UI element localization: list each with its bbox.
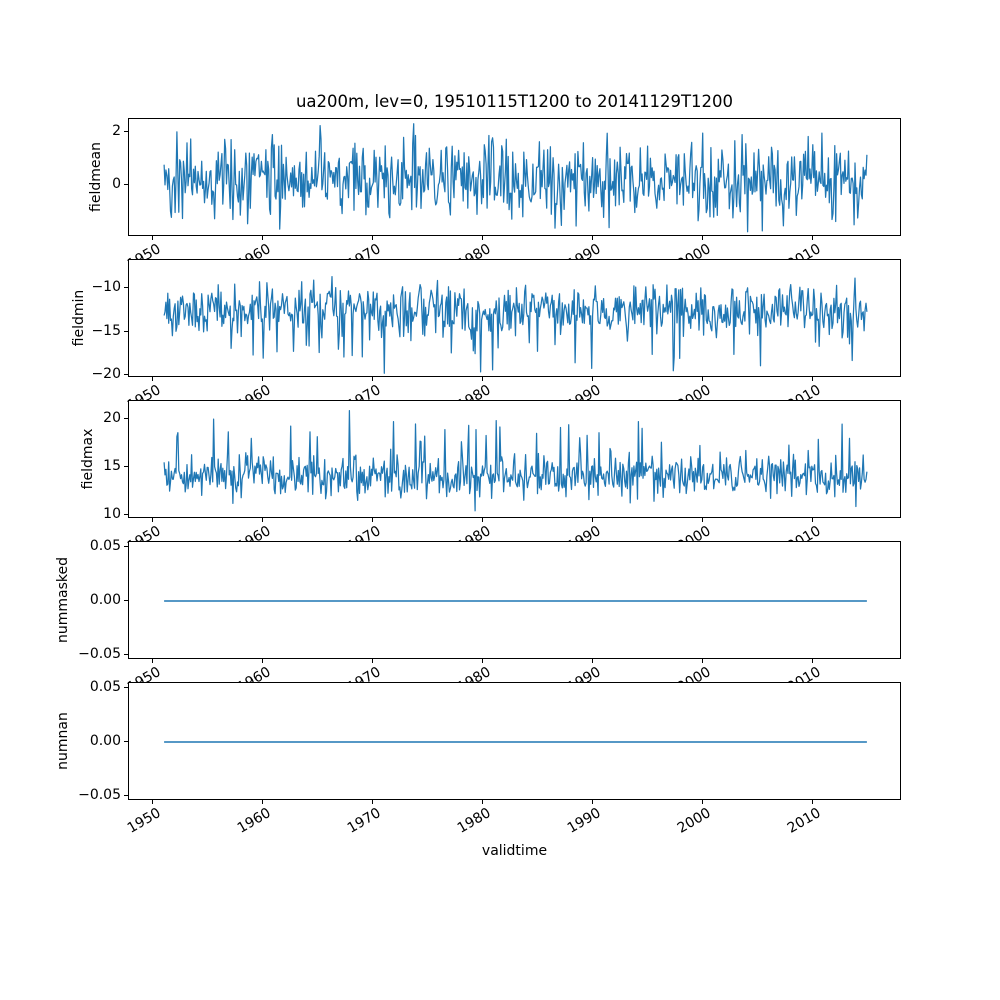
y-tick-mark (124, 184, 128, 185)
x-tick-mark (152, 800, 153, 804)
x-tick-mark (262, 800, 263, 804)
x-tick-mark (262, 377, 263, 381)
x-tick-label: 1990 (564, 805, 604, 837)
x-tick-label: 2000 (674, 805, 714, 837)
x-tick-mark (262, 518, 263, 522)
x-tick-mark (372, 377, 373, 381)
y-tick-label: 0.05 (89, 538, 121, 554)
y-tick-label: −0.05 (78, 787, 121, 803)
x-tick-label: 1960 (234, 805, 274, 837)
x-tick-label: 1970 (344, 805, 384, 837)
x-tick-mark (482, 659, 483, 663)
x-axis-label: validtime (481, 843, 548, 859)
y-axis-label-fieldmin: fieldmin (71, 289, 88, 347)
y-tick-mark (124, 331, 128, 332)
y-tick-mark (124, 600, 128, 601)
y-axis-label-fieldmax: fieldmax (79, 428, 96, 490)
x-tick-mark (812, 236, 813, 240)
x-tick-mark (152, 518, 153, 522)
x-tick-mark (592, 659, 593, 663)
x-tick-mark (262, 236, 263, 240)
y-tick-label: 2 (112, 123, 121, 139)
y-tick-mark (124, 546, 128, 547)
y-tick-label: 0.00 (89, 592, 121, 608)
x-tick-mark (812, 800, 813, 804)
y-tick-label: 0.05 (89, 679, 121, 695)
x-tick-mark (372, 659, 373, 663)
x-tick-mark (812, 377, 813, 381)
fieldmean-plot (163, 123, 868, 233)
fieldmax-plot (163, 409, 868, 512)
y-axis-label-fieldmean: fieldmean (87, 142, 104, 212)
x-tick-mark (702, 236, 703, 240)
y-tick-mark (124, 514, 128, 515)
y-tick-mark (124, 466, 128, 467)
y-tick-label: −0.05 (78, 646, 121, 662)
y-tick-label: −15 (91, 323, 121, 339)
y-tick-mark (124, 131, 128, 132)
x-tick-mark (372, 800, 373, 804)
fieldmin-plot (163, 275, 868, 374)
x-tick-mark (702, 659, 703, 663)
y-tick-label: −10 (91, 279, 121, 295)
y-tick-label: 15 (103, 458, 121, 474)
x-tick-mark (702, 800, 703, 804)
x-tick-mark (372, 518, 373, 522)
y-tick-mark (124, 741, 128, 742)
x-tick-mark (482, 236, 483, 240)
y-tick-mark (124, 654, 128, 655)
x-tick-mark (482, 518, 483, 522)
x-tick-mark (812, 518, 813, 522)
y-axis-label-numnan: numnan (55, 712, 71, 770)
y-tick-label: 10 (103, 506, 121, 522)
y-tick-label: 20 (103, 410, 121, 426)
axes-fieldmean (128, 118, 901, 236)
x-tick-mark (482, 800, 483, 804)
x-tick-mark (152, 659, 153, 663)
x-tick-mark (592, 518, 593, 522)
y-tick-label: −20 (91, 366, 121, 382)
fieldmin-line (163, 275, 868, 374)
axes-numnan (128, 682, 901, 800)
numnan-plot (164, 741, 867, 743)
y-tick-mark (124, 687, 128, 688)
x-tick-mark (592, 236, 593, 240)
axes-nummasked (128, 541, 901, 659)
y-tick-label: 0 (112, 176, 121, 192)
x-tick-label: 2010 (785, 805, 824, 837)
y-tick-mark (124, 795, 128, 796)
y-tick-mark (124, 418, 128, 419)
x-tick-mark (152, 377, 153, 381)
axes-fieldmax (128, 400, 901, 518)
axes-fieldmin (128, 259, 901, 377)
fieldmean-line (163, 123, 868, 233)
x-tick-mark (702, 377, 703, 381)
x-tick-mark (262, 659, 263, 663)
x-tick-mark (152, 236, 153, 240)
x-tick-mark (812, 659, 813, 663)
y-tick-mark (124, 374, 128, 375)
x-tick-mark (482, 377, 483, 381)
x-tick-mark (592, 800, 593, 804)
x-tick-label: 1980 (454, 805, 494, 837)
y-axis-label-nummasked: nummasked (55, 557, 71, 644)
x-tick-label: 1950 (124, 805, 164, 837)
figure-title: ua200m, lev=0, 19510115T1200 to 20141129… (295, 92, 734, 111)
x-tick-mark (592, 377, 593, 381)
x-tick-mark (702, 518, 703, 522)
nummasked-plot (164, 600, 867, 602)
y-tick-label: 0.00 (89, 733, 121, 749)
x-tick-mark (372, 236, 373, 240)
fieldmax-line (163, 409, 868, 512)
y-tick-mark (124, 287, 128, 288)
